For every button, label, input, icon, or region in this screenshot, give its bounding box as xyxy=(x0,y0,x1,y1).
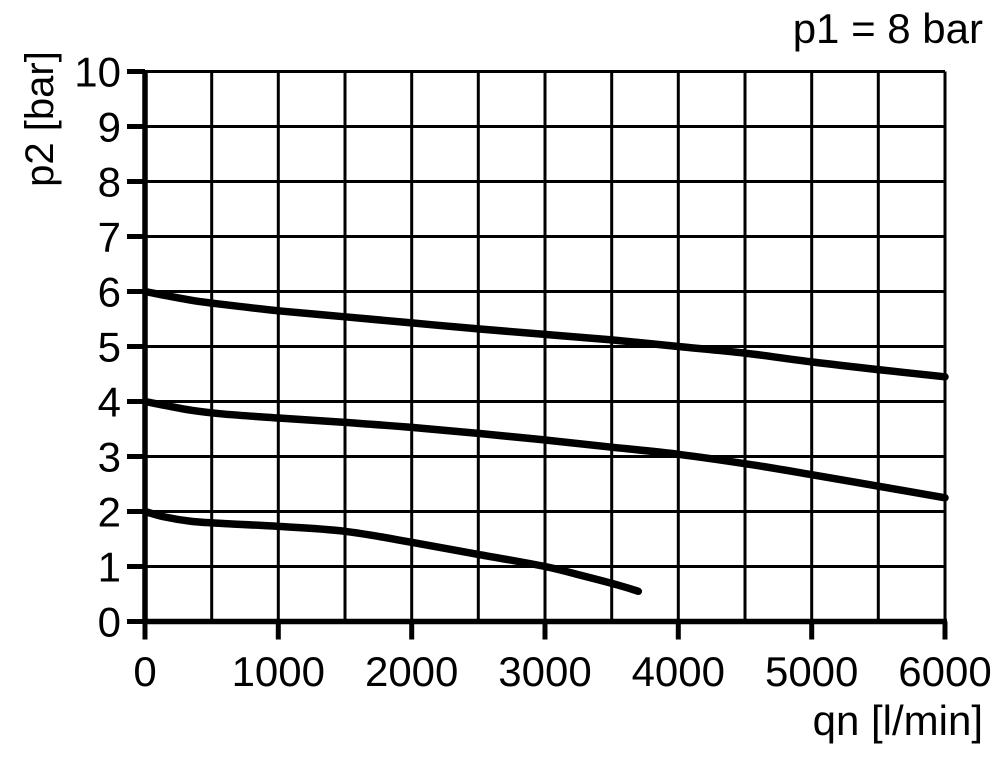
y-tick-label: 10 xyxy=(74,49,121,96)
y-tick-label: 0 xyxy=(98,599,121,646)
x-tick-label: 5000 xyxy=(765,648,858,695)
data-curve-curve-start-6bar xyxy=(141,287,949,381)
x-tick-label: 1000 xyxy=(232,648,325,695)
x-tick-label: 3000 xyxy=(498,648,591,695)
x-tick-label: 4000 xyxy=(632,648,725,695)
x-tick-label: 0 xyxy=(133,648,156,695)
y-tick-label: 3 xyxy=(98,434,121,481)
x-tick-label: 2000 xyxy=(365,648,458,695)
y-tick-label: 8 xyxy=(98,159,121,206)
y-tick-label: 7 xyxy=(98,214,121,261)
y-tick-label: 1 xyxy=(98,544,121,591)
y-tick-label: 4 xyxy=(98,379,121,426)
x-axis-label: qn [l/min] xyxy=(812,697,983,744)
data-curve-curve-start-2bar xyxy=(141,507,643,596)
y-tick-label: 5 xyxy=(98,324,121,371)
data-curve-curve-start-4bar xyxy=(141,397,949,502)
y-tick-label: 2 xyxy=(98,489,121,536)
y-tick-label: 9 xyxy=(98,104,121,151)
y-axis-label: p2 [bar] xyxy=(18,51,62,187)
inlet-pressure-annotation: p1 = 8 bar xyxy=(792,5,983,52)
y-tick-label: 6 xyxy=(98,269,121,316)
x-tick-label: 6000 xyxy=(898,648,991,695)
